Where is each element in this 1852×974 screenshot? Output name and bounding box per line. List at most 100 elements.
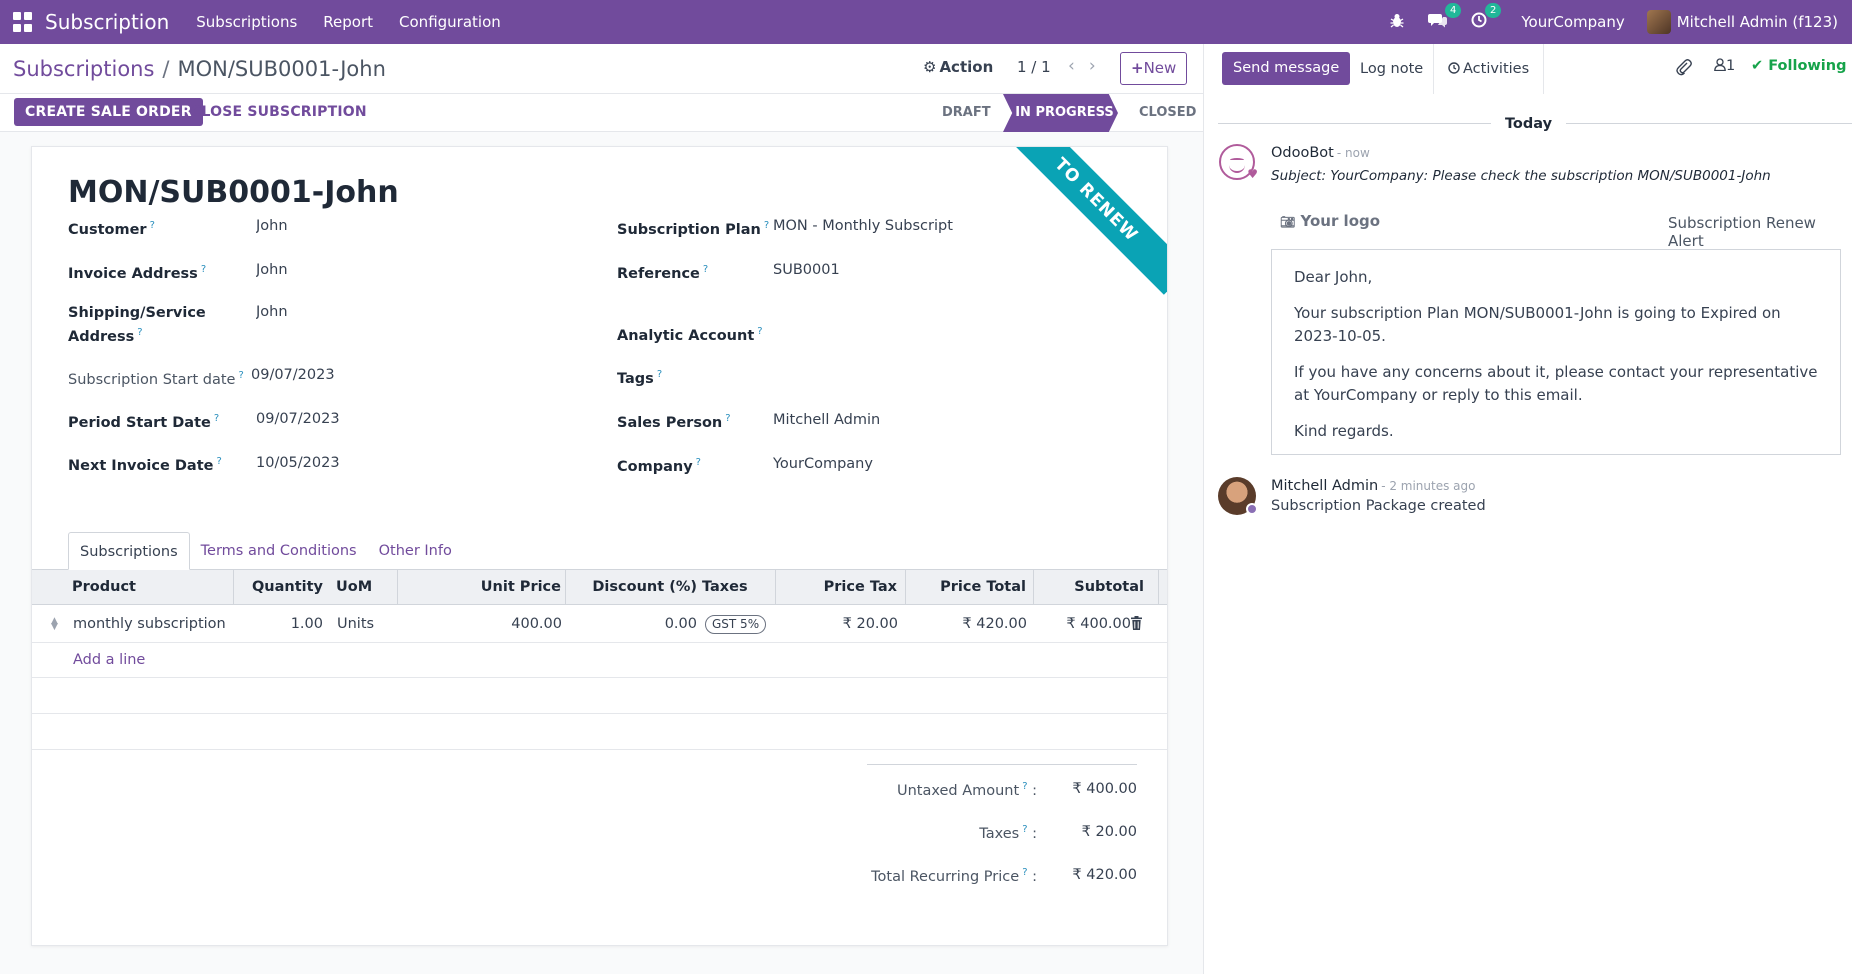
column-product[interactable]: Product	[72, 570, 234, 605]
following-button[interactable]: ✔ Following	[1751, 58, 1846, 74]
mitchell-admin-avatar[interactable]	[1218, 477, 1258, 515]
pager-arrows: ‹ ›	[1061, 56, 1103, 76]
cell-quantity[interactable]: 1.00	[290, 616, 323, 632]
column-taxes[interactable]: Taxes	[702, 570, 776, 605]
tab-terms-and-conditions[interactable]: Terms and Conditions	[200, 543, 357, 559]
stage-in-progress[interactable]: IN PROGRESS	[1003, 94, 1118, 132]
invoice-address-field[interactable]: John	[256, 262, 288, 278]
add-line-link[interactable]: Add a line	[73, 652, 146, 668]
analytic-account-field[interactable]	[773, 322, 1073, 342]
reference-label: Reference?	[617, 260, 708, 284]
message-author: Mitchell Admin - 2 minutes ago	[1271, 478, 1475, 494]
menu-subscriptions[interactable]: Subscriptions	[196, 13, 298, 31]
help-tooltip-icon[interactable]: ?	[1022, 824, 1028, 835]
tags-field[interactable]	[773, 365, 1073, 385]
help-tooltip-icon[interactable]: ?	[149, 220, 155, 231]
user-menu[interactable]: Mitchell Admin (f123)	[1646, 10, 1838, 34]
chatter-panel: Send message Log note Activities 1 ✔ Fol…	[1203, 44, 1852, 974]
column-subtotal[interactable]: Subtotal	[1034, 570, 1159, 605]
sales-person-field[interactable]: Mitchell Admin	[773, 412, 881, 428]
action-menu-button[interactable]: ⚙ Action	[923, 58, 993, 76]
stage-closed[interactable]: CLOSED	[1139, 105, 1197, 120]
record-title[interactable]: MON/SUB0001-John	[68, 175, 399, 210]
period-start-label: Period Start Date?	[68, 409, 219, 433]
reference-field[interactable]: SUB0001	[773, 262, 840, 278]
paperclip-icon[interactable]	[1676, 58, 1692, 76]
breadcrumb-subscriptions[interactable]: Subscriptions	[13, 56, 155, 81]
help-tooltip-icon[interactable]: ?	[757, 326, 763, 337]
date-separator: Today	[1204, 114, 1852, 132]
create-sale-order-button[interactable]: CREATE SALE ORDER	[14, 98, 203, 126]
trash-icon[interactable]	[1131, 616, 1142, 630]
totals-divider	[867, 764, 1137, 765]
odoobot-avatar[interactable]: ♥	[1219, 144, 1258, 181]
help-tooltip-icon[interactable]: ?	[238, 370, 244, 381]
invoice-address-label: Invoice Address?	[68, 260, 206, 284]
apps-menu-icon[interactable]	[13, 12, 33, 32]
message-author: OdooBot - now	[1271, 145, 1370, 161]
help-tooltip-icon[interactable]: ?	[200, 264, 207, 275]
column-discount[interactable]: Discount (%)	[592, 579, 697, 595]
column-price-total[interactable]: Price Total	[906, 570, 1034, 605]
period-start-field[interactable]: 09/07/2023	[256, 411, 340, 427]
help-tooltip-icon[interactable]: ?	[213, 413, 220, 424]
to-renew-ribbon: TO RENEW	[1001, 147, 1167, 295]
new-label: New	[1143, 59, 1177, 77]
subscription-plan-field[interactable]: MON - Monthly Subscription	[773, 218, 953, 234]
chevron-right-icon[interactable]: ›	[1088, 56, 1096, 76]
next-invoice-field[interactable]: 10/05/2023	[256, 455, 340, 471]
stage-draft[interactable]: DRAFT	[942, 105, 991, 120]
column-unit-price[interactable]: Unit Price	[398, 570, 566, 605]
company-label: Company?	[617, 453, 701, 477]
cell-product[interactable]: monthly subscription	[73, 616, 226, 632]
send-message-button[interactable]: Send message	[1222, 52, 1351, 85]
help-tooltip-icon[interactable]: ?	[1022, 781, 1028, 792]
close-subscription-button[interactable]: CLOSE SUBSCRIPTION	[191, 104, 367, 120]
menu-configuration[interactable]: Configuration	[399, 13, 501, 31]
help-tooltip-icon[interactable]: ?	[1022, 867, 1028, 878]
company-switcher[interactable]: YourCompany	[1521, 13, 1625, 31]
new-button[interactable]: +New	[1120, 52, 1188, 85]
clock-icon	[1448, 62, 1460, 74]
cell-unit-price[interactable]: 400.00	[511, 616, 562, 632]
odoobot-author-name[interactable]: OdooBot	[1271, 145, 1334, 161]
help-tooltip-icon[interactable]: ?	[763, 220, 770, 231]
cell-taxes[interactable]: GST 5%	[705, 605, 767, 643]
table-row[interactable]: ▲ ▼ monthly subscription 1.00 Units 400.0…	[32, 605, 1167, 643]
column-price-tax[interactable]: Price Tax	[776, 570, 906, 605]
menu-report[interactable]: Report	[323, 13, 374, 31]
help-tooltip-icon[interactable]: ?	[695, 457, 701, 468]
messages-icon[interactable]: 4	[1428, 3, 1462, 32]
debug-bug-icon[interactable]	[1390, 13, 1404, 32]
help-tooltip-icon[interactable]: ?	[137, 327, 143, 338]
help-tooltip-icon[interactable]: ?	[725, 413, 731, 424]
chevron-left-icon[interactable]: ‹	[1068, 56, 1075, 76]
cell-uom[interactable]: Units	[337, 616, 375, 632]
pager-value[interactable]: 1 / 1	[1017, 58, 1051, 76]
help-tooltip-icon[interactable]: ?	[656, 369, 663, 380]
app-name[interactable]: Subscription	[45, 10, 170, 34]
tab-other-info[interactable]: Other Info	[378, 543, 452, 559]
cell-price-total: ₹ 420.00	[962, 616, 1027, 632]
help-tooltip-icon[interactable]: ?	[216, 456, 222, 467]
customer-field[interactable]: John	[256, 218, 288, 234]
shipping-address-field[interactable]: John	[256, 304, 288, 320]
tab-subscriptions[interactable]: Subscriptions	[68, 532, 190, 570]
help-tooltip-icon[interactable]: ?	[702, 264, 709, 275]
taxes-row: Taxes? : ₹ 20.00	[867, 824, 1137, 848]
drag-handle-icon[interactable]: ▲ ▼	[51, 616, 58, 632]
next-invoice-label-text: Next Invoice Date	[68, 457, 214, 474]
subscription-start-label-text: Subscription Start date	[68, 371, 236, 388]
activities-button[interactable]: Activities	[1433, 44, 1545, 94]
followers-button[interactable]: 1	[1714, 58, 1735, 74]
column-quantity[interactable]: Quantity	[251, 579, 323, 595]
activities-clock-icon[interactable]: 2	[1471, 3, 1502, 32]
customer-label: Customer?	[68, 216, 155, 240]
column-uom[interactable]: UoM	[336, 570, 398, 605]
mitchell-author-name[interactable]: Mitchell Admin	[1271, 478, 1379, 494]
cell-discount[interactable]: 0.00	[664, 616, 697, 632]
company-field[interactable]: YourCompany	[773, 456, 873, 472]
user-name: Mitchell Admin (f123)	[1676, 13, 1838, 31]
log-note-button[interactable]: Log note	[1360, 61, 1424, 77]
breadcrumb-current: MON/SUB0001-John	[177, 56, 386, 81]
